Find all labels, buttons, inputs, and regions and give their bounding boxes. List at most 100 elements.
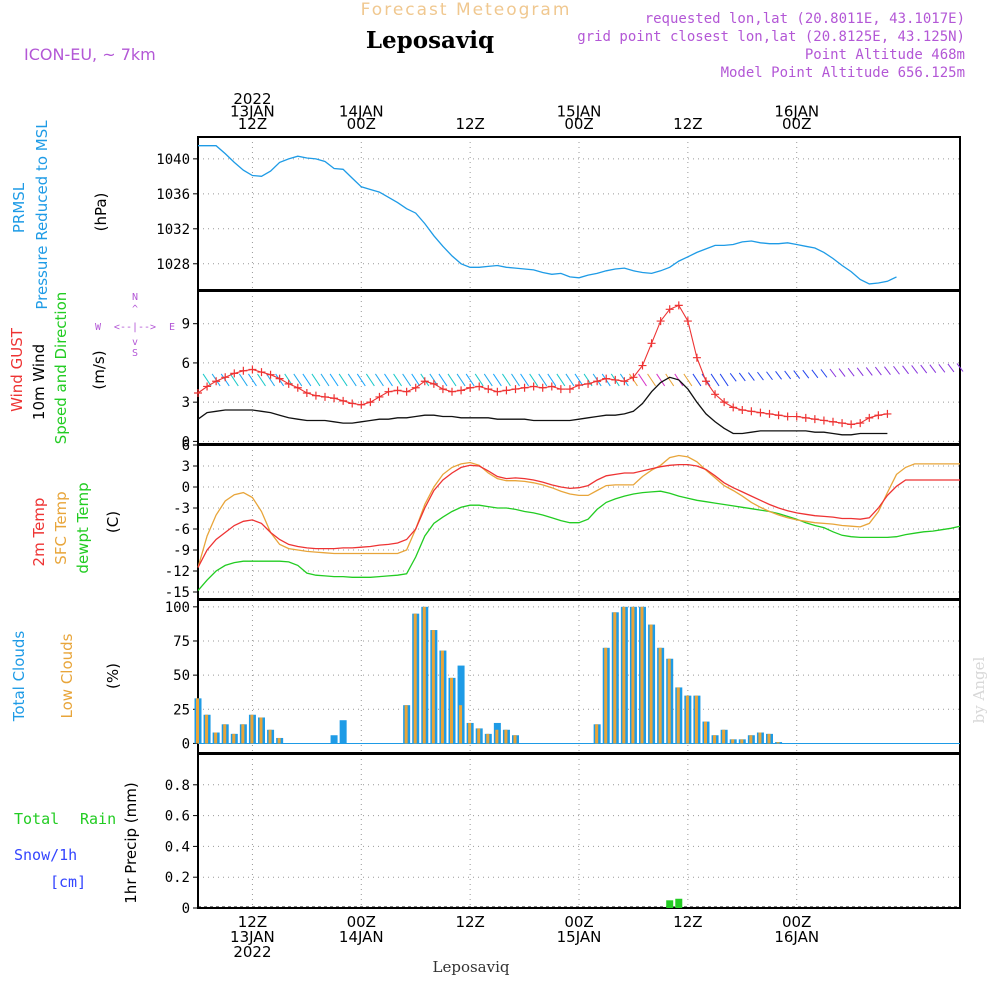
top-tick-label: 00Z	[564, 115, 593, 133]
wind-arrow	[365, 373, 375, 387]
wind-arrow	[719, 373, 729, 387]
rain-bar	[666, 900, 674, 908]
precip-panel: 1hr Precip (mm) Total Rain Snow/1h [cm] …	[14, 753, 961, 917]
footer-location: Leposaviq	[433, 958, 510, 976]
wind-arrow	[356, 373, 366, 387]
wind-arrow	[710, 373, 720, 387]
gust-marker	[602, 374, 611, 383]
wind-arrow	[456, 373, 466, 387]
low-cloud-bar	[495, 729, 499, 744]
clouds-panel: Total Clouds Low Clouds (%) 0 25 50 75 100	[10, 599, 961, 754]
ytick-label: 25	[173, 702, 190, 718]
ytick-label: 0.2	[165, 870, 190, 886]
gust-marker	[230, 369, 239, 378]
wind-arrow	[520, 373, 529, 387]
precip-frame	[197, 753, 961, 909]
wind-arrow	[829, 368, 837, 378]
compass-w: W	[95, 322, 102, 333]
gust-marker	[774, 411, 783, 420]
low-cloud-bar	[459, 705, 463, 744]
low-cloud-bar	[513, 735, 517, 744]
gust-marker	[339, 396, 348, 405]
low-cloud-bar	[776, 742, 780, 744]
bottom-tick-label: 15JAN	[557, 928, 602, 946]
gust-marker	[711, 390, 720, 399]
wind-arrow	[483, 373, 493, 387]
ytick-label: -9	[173, 543, 190, 559]
ytick-label: 1040	[156, 152, 190, 168]
gust-marker	[865, 413, 874, 422]
wind-arrow	[793, 370, 801, 379]
dewpt-temp-line	[197, 490, 961, 592]
low-cloud-bar	[468, 722, 472, 744]
low-cloud-bar	[477, 728, 481, 744]
gust-marker	[284, 379, 293, 388]
gust-marker	[829, 417, 837, 426]
ms-unit-label: (m/s)	[90, 350, 108, 389]
gust-marker	[656, 317, 665, 326]
gust-marker	[257, 368, 266, 377]
wind-arrow	[929, 364, 937, 373]
gust-marker	[575, 381, 583, 390]
gust-marker	[293, 383, 302, 392]
bottom-tick-label: 00Z	[782, 913, 811, 931]
low-cloud-bar	[731, 739, 735, 744]
ytick-label: 6	[182, 356, 190, 372]
low-cloud-bar	[631, 606, 635, 744]
wind-arrow	[438, 373, 448, 387]
wind-arrow	[784, 370, 792, 380]
gust-marker	[212, 377, 221, 386]
prmsl-label: PRMSL	[10, 182, 28, 233]
temp-2m-line	[197, 463, 960, 568]
gust-marker	[511, 385, 520, 394]
ytick-label: 3	[182, 395, 190, 411]
wind-arrow	[257, 373, 266, 387]
wind-arrow	[738, 372, 746, 382]
wind-arrow	[474, 373, 484, 387]
wind-arrow	[766, 371, 773, 381]
wind-arrow	[775, 371, 782, 380]
compass-e: E	[169, 322, 175, 333]
wind-arrow	[329, 373, 339, 387]
bottom-tick-label: 00Z	[564, 913, 593, 931]
low-cloud-bar	[431, 630, 435, 744]
low-cloud-bar	[241, 724, 245, 744]
gust-marker	[692, 353, 701, 362]
ytick-label: 1036	[156, 187, 190, 203]
low-clouds-label: Low Clouds	[58, 633, 76, 718]
ytick-label: 0	[182, 480, 190, 496]
top-tick-label: 2022	[233, 90, 271, 108]
snow-label: Snow/1h	[14, 846, 77, 864]
low-cloud-bar	[713, 735, 717, 744]
ytick-label: 100	[165, 600, 190, 616]
gust-marker	[502, 386, 511, 395]
compass-horizontal: <--|-->	[114, 322, 156, 333]
wind-arrow	[820, 369, 828, 378]
gust-marker	[801, 413, 810, 422]
gust-marker	[393, 386, 402, 395]
gust-marker	[366, 398, 375, 407]
hpa-unit-label: (hPa)	[92, 193, 110, 232]
wind-arrow	[402, 373, 412, 387]
low-cloud-bar	[676, 687, 680, 744]
gust-marker	[203, 382, 212, 391]
point-altitude: Point Altitude 468m	[805, 47, 965, 63]
wind-arrow	[692, 373, 702, 387]
2m-temp-label: 2m Temp	[30, 498, 48, 567]
wind-arrow	[320, 373, 330, 387]
gust-marker	[847, 420, 856, 429]
ytick-label: -6	[173, 522, 190, 538]
gust-marker	[311, 391, 320, 400]
low-cloud-bar	[704, 721, 707, 744]
wind-arrow	[747, 372, 755, 381]
gust-marker	[429, 379, 438, 388]
gust-marker	[493, 387, 502, 396]
wind-arrow	[865, 367, 873, 376]
wind-arrow	[647, 373, 656, 387]
wind-arrow	[465, 373, 475, 387]
low-cloud-bar	[667, 658, 671, 744]
wind-arrow	[266, 373, 275, 387]
location-title: Leposaviq	[366, 27, 494, 54]
wind-arrow	[574, 373, 584, 387]
